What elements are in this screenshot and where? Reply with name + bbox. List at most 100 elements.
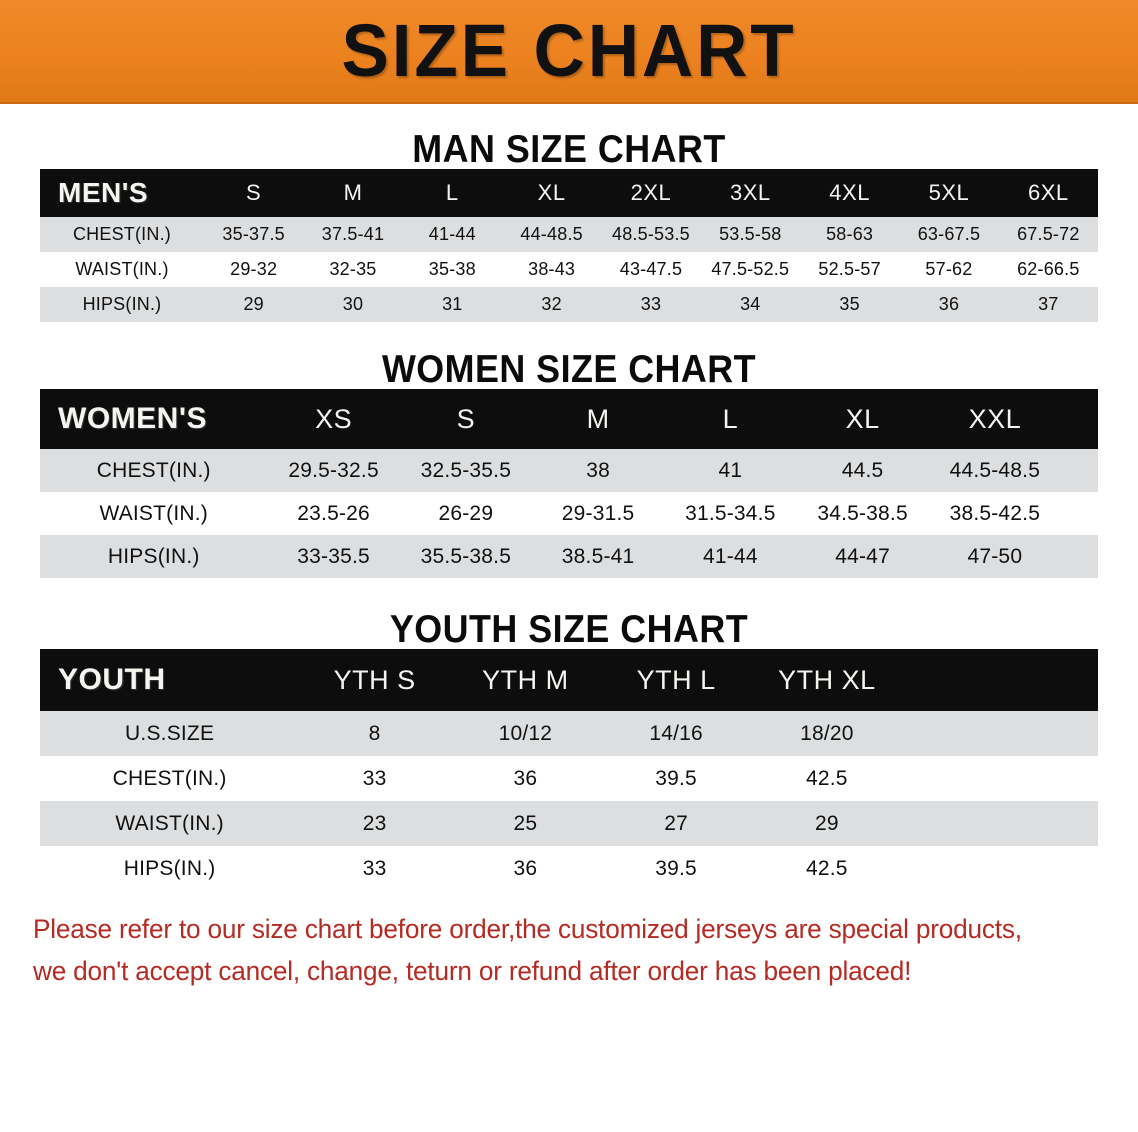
youth-cell-spacer <box>902 711 1098 756</box>
women-cell: 44.5-48.5 <box>949 458 1041 482</box>
man-cell: 58-63 <box>826 224 874 244</box>
man-cell: 57-62 <box>925 259 973 279</box>
table-row: HIPS(IN.) 33 36 39.5 42.5 <box>40 846 1098 891</box>
man-size-header-3: L <box>445 180 459 205</box>
youth-cell: 8 <box>368 721 381 745</box>
women-cell: 29.5-32.5 <box>288 458 379 482</box>
women-size-header-5: XL <box>845 403 880 434</box>
man-cell: 34 <box>740 294 761 314</box>
man-size-table: MEN'S S M L XL 2XL 3XL 4XL 5XL 6XL CHEST(IN.) 35-… <box>40 169 1098 322</box>
youth-cell: 25 <box>513 811 538 835</box>
man-cell: 29 <box>243 294 264 314</box>
youth-row-label: WAIST(IN.) <box>115 811 224 835</box>
youth-cell: 42.5 <box>806 856 848 880</box>
man-cell: 29-32 <box>230 259 278 279</box>
man-cell: 53.5-58 <box>719 224 782 244</box>
man-cell: 30 <box>342 294 364 314</box>
man-row-label: CHEST(IN.) <box>72 224 171 244</box>
women-cell: 33-35.5 <box>297 544 370 568</box>
table-row: CHEST(IN.) 35-37.5 37.5-41 41-44 44-48.5 48.5… <box>40 217 1098 252</box>
women-row-label: WAIST(IN.) <box>99 501 208 525</box>
women-header-spacer <box>1061 389 1098 449</box>
man-cell: 47.5-52.5 <box>711 259 790 279</box>
women-cell-spacer <box>1061 535 1098 578</box>
man-table-wrap: MEN'S S M L XL 2XL 3XL 4XL 5XL 6XL CHEST(IN.) 35-… <box>0 169 1138 322</box>
youth-section-title: YOUTH SIZE CHART <box>389 608 749 651</box>
table-row: WAIST(IN.) 23.5-26 26-29 29-31.5 31.5-34.5 34… <box>40 492 1098 535</box>
women-cell: 34.5-38.5 <box>817 501 908 525</box>
man-cell: 35-37.5 <box>222 224 285 244</box>
youth-cell: 42.5 <box>806 766 848 790</box>
women-size-table: WOMEN'S XS S M L XL XXL CHEST(IN.) 29.5-32.5 32… <box>40 389 1098 578</box>
man-cell: 62-66.5 <box>1017 259 1080 279</box>
women-section-title: WOMEN SIZE CHART <box>381 348 757 391</box>
youth-cell-spacer <box>902 756 1098 801</box>
women-cell: 23.5-26 <box>297 501 370 525</box>
man-size-header-5: 2XL <box>630 180 672 205</box>
man-row-label: WAIST(IN.) <box>75 259 169 279</box>
women-cell: 38.5-42.5 <box>949 501 1041 525</box>
man-cell: 41-44 <box>428 224 476 244</box>
man-cell: 32 <box>541 294 562 314</box>
man-cell: 37 <box>1038 294 1059 314</box>
women-cell-spacer <box>1061 449 1098 492</box>
man-size-header-6: 3XL <box>729 180 771 205</box>
man-cell: 35-38 <box>428 259 476 279</box>
table-row: U.S.SIZE 8 10/12 14/16 18/20 <box>40 711 1098 756</box>
youth-cell: 36 <box>513 856 538 880</box>
women-cell: 38 <box>586 458 610 482</box>
women-cell: 26-29 <box>438 501 494 525</box>
women-row-label: CHEST(IN.) <box>96 458 211 482</box>
youth-size-header-3: YTH L <box>636 664 716 695</box>
youth-cell: 23 <box>362 811 387 835</box>
man-section-title: MAN SIZE CHART <box>412 128 726 171</box>
disclaimer-line-1: Please refer to our size chart before or… <box>32 914 1022 944</box>
women-size-header-3: M <box>586 403 610 434</box>
man-cell: 67.5-72 <box>1017 224 1080 244</box>
man-size-header-2: M <box>343 180 363 205</box>
youth-size-table: YOUTH YTH S YTH M YTH L YTH XL U.S.SIZE 8 10/… <box>40 649 1098 891</box>
women-table-head: WOMEN'S XS S M L XL XXL <box>40 389 1098 449</box>
youth-cell: 33 <box>362 766 387 790</box>
man-cell: 36 <box>938 294 960 314</box>
youth-table-body: U.S.SIZE 8 10/12 14/16 18/20 CHEST(IN.) 33 36 39… <box>40 711 1098 891</box>
women-cell: 44-47 <box>835 544 890 568</box>
women-cell-spacer <box>1061 492 1098 535</box>
man-table-body: CHEST(IN.) 35-37.5 37.5-41 41-44 44-48.5 48.5… <box>40 217 1098 322</box>
youth-cell: 39.5 <box>655 856 697 880</box>
youth-cell-spacer <box>902 846 1098 891</box>
youth-cell: 14/16 <box>649 721 703 745</box>
women-table-body: CHEST(IN.) 29.5-32.5 32.5-35.5 38 41 44.5 44.5… <box>40 449 1098 578</box>
women-size-header-1: XS <box>315 403 353 434</box>
man-cell: 35 <box>839 294 860 314</box>
man-cell: 63-67.5 <box>917 224 981 244</box>
youth-cell: 36 <box>513 766 538 790</box>
man-cell: 48.5-53.5 <box>612 224 690 244</box>
order-disclaimer: Please refer to our size chart before or… <box>0 909 1104 993</box>
youth-header-spacer <box>902 649 1098 711</box>
women-corner-label: WOMEN'S <box>58 402 207 435</box>
table-row: WAIST(IN.) 23 25 27 29 <box>40 801 1098 846</box>
table-row: HIPS(IN.) 29 30 31 32 33 34 35 36 37 <box>40 287 1098 322</box>
women-cell: 38.5-41 <box>561 544 635 568</box>
man-cell: 38-43 <box>528 259 576 279</box>
women-cell: 41 <box>718 458 743 482</box>
man-size-header-1: S <box>246 180 262 205</box>
table-row: WAIST(IN.) 29-32 32-35 35-38 38-43 43-47.5 47.… <box>40 252 1098 287</box>
youth-cell-spacer <box>902 801 1098 846</box>
man-cell: 52.5-57 <box>818 259 881 279</box>
table-row: CHEST(IN.) 29.5-32.5 32.5-35.5 38 41 44.5 44.5… <box>40 449 1098 492</box>
youth-cell: 39.5 <box>655 766 697 790</box>
women-cell: 31.5-34.5 <box>685 501 776 525</box>
man-row-label: HIPS(IN.) <box>82 294 162 314</box>
youth-row-label: CHEST(IN.) <box>112 766 227 790</box>
page-title: SIZE CHART <box>341 9 797 92</box>
youth-cell: 10/12 <box>498 721 553 745</box>
women-cell: 47-50 <box>967 544 1023 568</box>
man-cell: 32-35 <box>329 259 377 279</box>
youth-cell: 18/20 <box>800 721 854 745</box>
youth-header-row: YOUTH YTH S YTH M YTH L YTH XL <box>40 649 1098 711</box>
youth-row-label: HIPS(IN.) <box>123 856 216 880</box>
man-cell: 37.5-41 <box>321 224 385 244</box>
women-header-row: WOMEN'S XS S M L XL XXL <box>40 389 1098 449</box>
